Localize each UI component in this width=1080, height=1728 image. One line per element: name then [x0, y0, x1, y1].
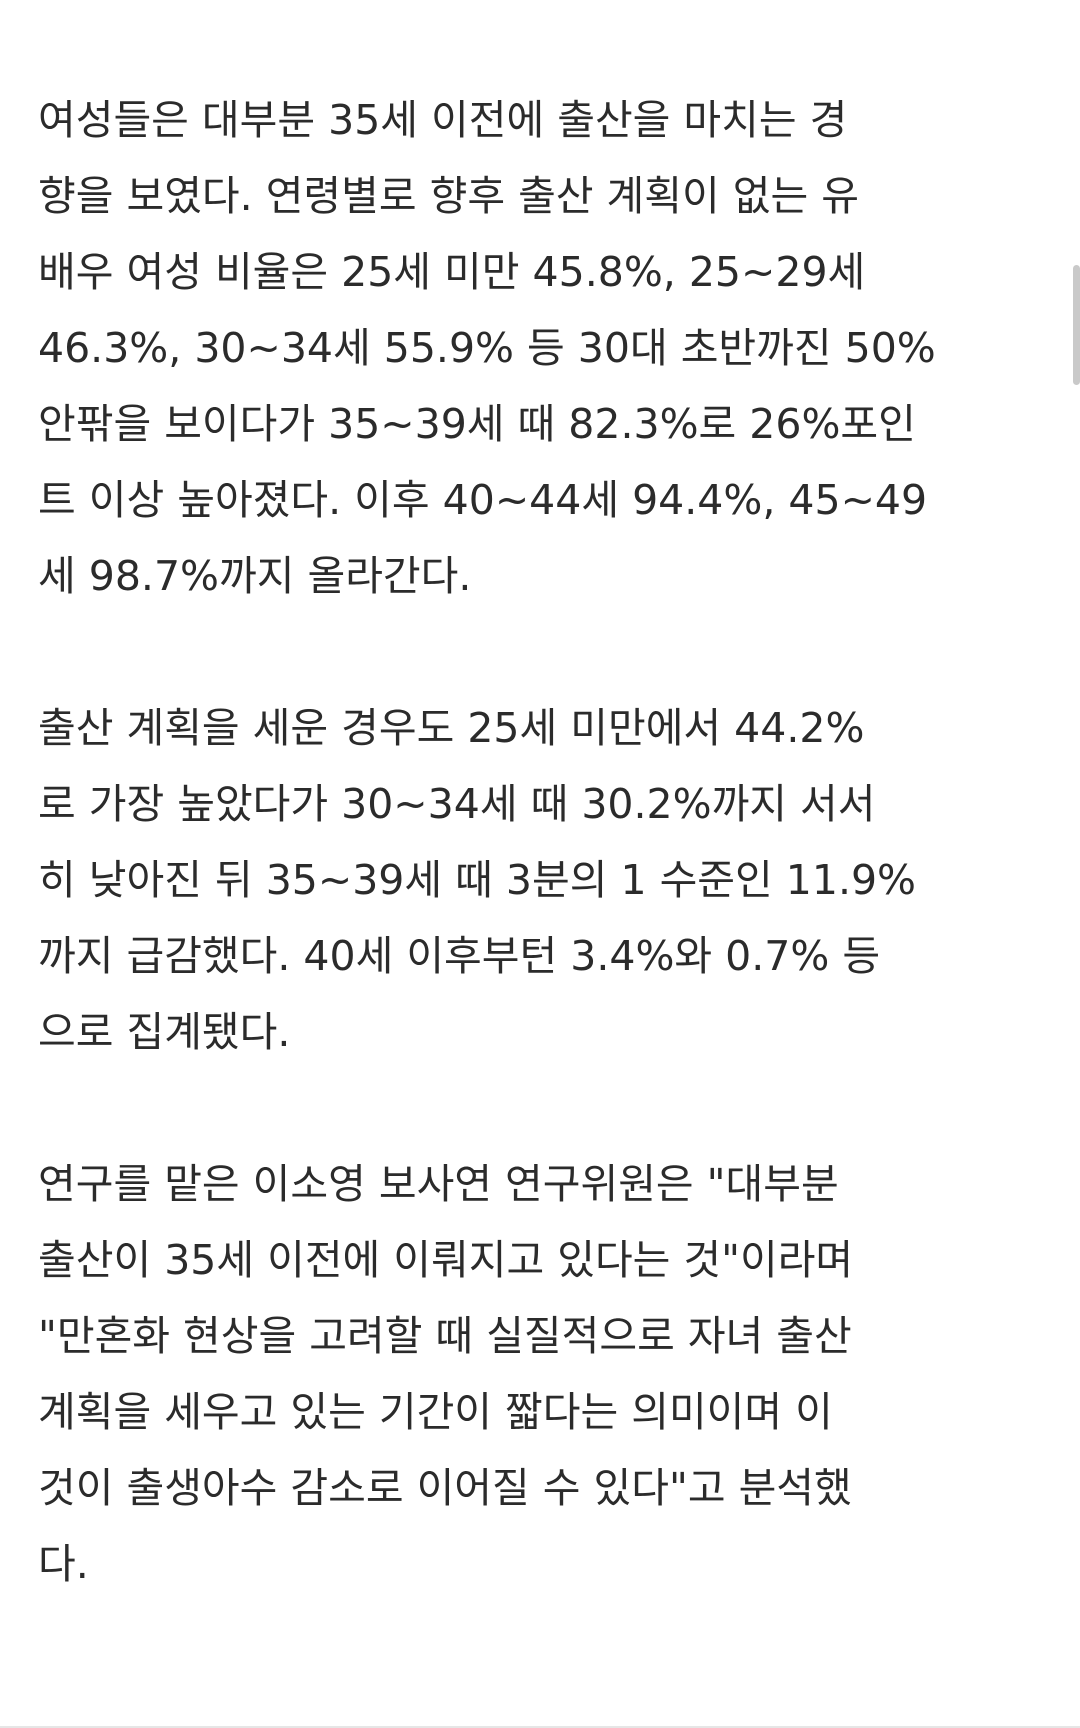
divider — [0, 1726, 1080, 1728]
paragraph-spacer — [38, 1070, 1038, 1146]
text-line: 까지 급감했다. 40세 이후부턴 3.4%와 0.7% 등 — [38, 932, 881, 980]
text-line: 것이 출생아수 감소로 이어질 수 있다"고 분석했 — [38, 1464, 852, 1512]
text-line: "만혼화 현상을 고려할 때 실질적으로 자녀 출산 — [38, 1312, 852, 1360]
text-line: 배우 여성 비율은 25세 미만 45.8%, 25~29세 — [38, 248, 866, 296]
text-line: 계획을 세우고 있는 기간이 짧다는 의미이며 이 — [38, 1388, 833, 1436]
text-line: 안팎을 보이다가 35~39세 때 82.3%로 26%포인 — [38, 400, 916, 448]
text-line: 트 이상 높아졌다. 이후 40~44세 94.4%, 45~49 — [38, 476, 928, 524]
text-line: 세 98.7%까지 올라간다. — [38, 552, 472, 600]
text-line: 출산 계획을 세운 경우도 25세 미만에서 44.2% — [38, 704, 865, 752]
text-line: 출산이 35세 이전에 이뤄지고 있다는 것"이라며 — [38, 1236, 854, 1284]
text-line: 46.3%, 30~34세 55.9% 등 30대 초반까진 50% — [38, 324, 936, 372]
text-line: 히 낮아진 뒤 35~39세 때 3분의 1 수준인 11.9% — [38, 856, 917, 904]
scrollbar-thumb[interactable] — [1073, 265, 1080, 385]
paragraph-3: 연구를 맡은 이소영 보사연 연구위원은 "대부분 출산이 35세 이전에 이뤄… — [38, 1146, 1038, 1602]
paragraph-spacer — [38, 614, 1038, 690]
article-body: 여성들은 대부분 35세 이전에 출산을 마치는 경 향을 보였다. 연령별로 … — [38, 82, 1038, 1602]
text-line: 으로 집계됐다. — [38, 1008, 291, 1056]
text-line: 다. — [38, 1540, 89, 1588]
text-line: 여성들은 대부분 35세 이전에 출산을 마치는 경 — [38, 96, 848, 144]
paragraph-2: 출산 계획을 세운 경우도 25세 미만에서 44.2% 로 가장 높았다가 3… — [38, 690, 1038, 1070]
text-line: 연구를 맡은 이소영 보사연 연구위원은 "대부분 — [38, 1160, 839, 1208]
paragraph-1: 여성들은 대부분 35세 이전에 출산을 마치는 경 향을 보였다. 연령별로 … — [38, 82, 1038, 614]
text-line: 향을 보였다. 연령별로 향후 출산 계획이 없는 유 — [38, 172, 859, 220]
text-line: 로 가장 높았다가 30~34세 때 30.2%까지 서서 — [38, 780, 876, 828]
